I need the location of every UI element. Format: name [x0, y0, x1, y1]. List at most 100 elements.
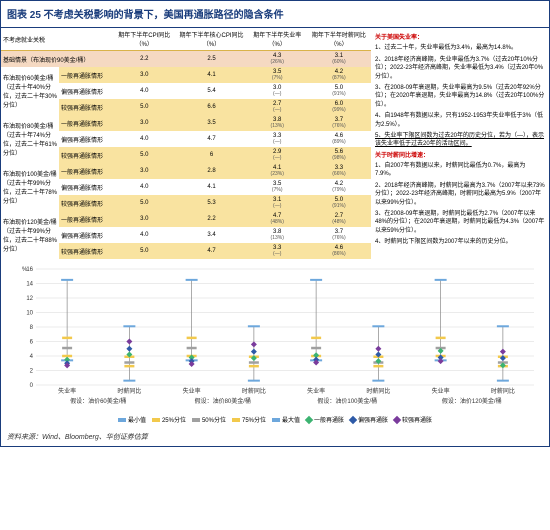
legend-swatch	[305, 415, 313, 423]
svg-text:失业率: 失业率	[432, 387, 450, 395]
value-cell: 4.1	[176, 179, 248, 195]
notes-panel: 关于美国失业率： 1、过去二十年，失业率最低为3.4%，最高为14.8%。 2、20…	[371, 28, 549, 259]
base-cell: 2.2	[113, 51, 176, 68]
chart-area: 0246810121416%失业率时薪同比假设：油价60美金/桶失业率时薪同比假…	[1, 259, 549, 430]
svg-text:12: 12	[26, 296, 33, 302]
value-cell: 4.0	[113, 179, 176, 195]
value-cell: 3.0(—)	[248, 83, 307, 99]
scenario-label: 较强再通胀情形	[59, 195, 113, 211]
svg-text:16: 16	[26, 267, 33, 273]
scenario-label: 一般再通胀情形	[59, 163, 113, 179]
legend-label: 偏强再通胀	[358, 415, 388, 424]
value-cell: 3.5(7%)	[248, 67, 307, 83]
legend-swatch	[232, 418, 240, 422]
svg-text:4: 4	[30, 354, 34, 360]
value-cell: 3.1(—)	[248, 195, 307, 211]
legend-item: 25%分位	[152, 415, 186, 424]
value-cell: 4.1(23%)	[248, 163, 307, 179]
legend-item: 最大值	[272, 415, 300, 424]
svg-text:失业率: 失业率	[307, 387, 325, 395]
scenario-label: 偏强再通胀情形	[59, 227, 113, 243]
value-cell: 4.6(86%)	[307, 243, 371, 259]
value-cell: 5.4	[176, 83, 248, 99]
block-rowlabel: 布油现价60美金/桶（过去十年40%分位，过去二十年30%分位）	[1, 67, 59, 115]
value-cell: 2.8	[176, 163, 248, 179]
value-cell: 4.7(48%)	[248, 211, 307, 227]
legend-item: 一般再通胀	[306, 415, 344, 424]
value-cell: 3.0	[113, 163, 176, 179]
legend-swatch	[272, 418, 280, 422]
legend-item: 75%分位	[232, 415, 266, 424]
legend-label: 50%分位	[202, 415, 226, 424]
svg-text:时薪同比: 时薪同比	[242, 387, 266, 395]
value-cell: 5.3	[176, 195, 248, 211]
value-cell: 3.8(13%)	[248, 115, 307, 131]
legend-item: 50%分位	[192, 415, 226, 424]
value-cell: 4.0	[113, 131, 176, 147]
notes-title-2: 关于时薪同比增速：	[375, 152, 545, 160]
scenario-label: 一般再通胀情形	[59, 211, 113, 227]
scenario-table: 不考虑就业关税期年下半年CPI同比（%）期年下半年核心CPI同比（%）期年下半年…	[1, 28, 371, 259]
col-header: 期年下半年时薪同比（%）	[307, 28, 371, 51]
svg-text:时薪同比: 时薪同比	[117, 387, 141, 395]
value-cell: 3.3(—)	[248, 243, 307, 259]
value-cell: 2.7(—)	[248, 99, 307, 115]
note-line: 4、自1948年有数据以来，只有1952-1953年失业率低于3%（低为2.5%…	[375, 112, 545, 129]
legend-swatch	[349, 415, 357, 423]
legend-label: 25%分位	[162, 415, 186, 424]
block-rowlabel: 布油现价120美金/桶（过去十年99%分位，过去二十年88%分位）	[1, 211, 59, 259]
scenario-label: 偏强再通胀情形	[59, 179, 113, 195]
value-cell: 5.0	[113, 99, 176, 115]
notes-title-1: 关于美国失业率：	[375, 34, 545, 42]
value-cell: 3.0	[113, 115, 176, 131]
value-cell: 5.0(91%)	[307, 83, 371, 99]
scenario-label: 较强再通胀情形	[59, 243, 113, 259]
value-cell: 3.0	[113, 67, 176, 83]
value-cell: 3.4	[176, 227, 248, 243]
value-cell: 4.6(89%)	[307, 131, 371, 147]
legend-label: 最大值	[282, 415, 300, 424]
value-cell: 3.3(66%)	[307, 163, 371, 179]
note-line: 2、2018年经济高峰期，失业率最低为3.7%（过去20年10%分位）；2022…	[375, 56, 545, 81]
titlebar: 图表 25 不考虑关税影响的背景下，美国再通胀路径的隐含条件	[1, 1, 549, 28]
svg-text:时薪同比: 时薪同比	[491, 387, 515, 395]
base-label: 基础情景（布油现价90美金/桶）	[1, 51, 113, 68]
value-cell: 5.6(98%)	[307, 147, 371, 163]
value-cell: 4.2(87%)	[307, 67, 371, 83]
range-chart: 0246810121416%失业率时薪同比假设：油价60美金/桶失业率时薪同比假…	[7, 263, 543, 413]
scenario-label: 偏强再通胀情形	[59, 131, 113, 147]
value-cell: 3.7(76%)	[307, 115, 371, 131]
figure-title: 图表 25 不考虑关税影响的背景下，美国再通胀路径的隐含条件	[7, 10, 284, 21]
svg-text:失业率: 失业率	[183, 387, 201, 395]
scenario-label: 较强再通胀情形	[59, 99, 113, 115]
note-line: 1、过去二十年，失业率最低为3.4%，最高为14.8%。	[375, 44, 545, 52]
value-cell: 4.0	[113, 83, 176, 99]
svg-text:失业率: 失业率	[58, 387, 76, 395]
value-cell: 4.1	[176, 67, 248, 83]
note-line: 2、2018年经济高峰期，时薪同比最高为3.7%（2007年以来73%分位）；2…	[375, 182, 545, 207]
value-cell: 4.7	[176, 131, 248, 147]
value-cell: 3.5	[176, 115, 248, 131]
base-cell: 2.5	[176, 51, 248, 68]
value-cell: 3.5(7%)	[248, 179, 307, 195]
legend-label: 一般再通胀	[314, 415, 344, 424]
legend-item: 最小值	[118, 415, 146, 424]
legend-swatch	[192, 418, 200, 422]
value-cell: 4.0	[113, 227, 176, 243]
chart-legend: 最小值25%分位50%分位75%分位最大值一般再通胀偏强再通胀较强再通胀	[7, 413, 543, 428]
legend-label: 75%分位	[242, 415, 266, 424]
value-cell: 2.2	[176, 211, 248, 227]
value-cell: 4.7	[176, 243, 248, 259]
base-cell: 4.3(26%)	[248, 51, 307, 68]
value-cell: 5.0	[113, 195, 176, 211]
value-cell: 3.7(76%)	[307, 227, 371, 243]
source-line: 资料来源：Wind、Bloomberg、华创证券估算	[1, 430, 549, 446]
scenario-label: 一般再通胀情形	[59, 67, 113, 83]
svg-text:14: 14	[26, 282, 33, 288]
base-cell: 3.1(60%)	[307, 51, 371, 68]
svg-text:时薪同比: 时薪同比	[366, 387, 390, 395]
legend-swatch	[393, 415, 401, 423]
legend-item: 偏强再通胀	[350, 415, 388, 424]
svg-text:假设：油价80美金/桶: 假设：油价80美金/桶	[195, 397, 251, 405]
value-cell: 6.0(99%)	[307, 99, 371, 115]
